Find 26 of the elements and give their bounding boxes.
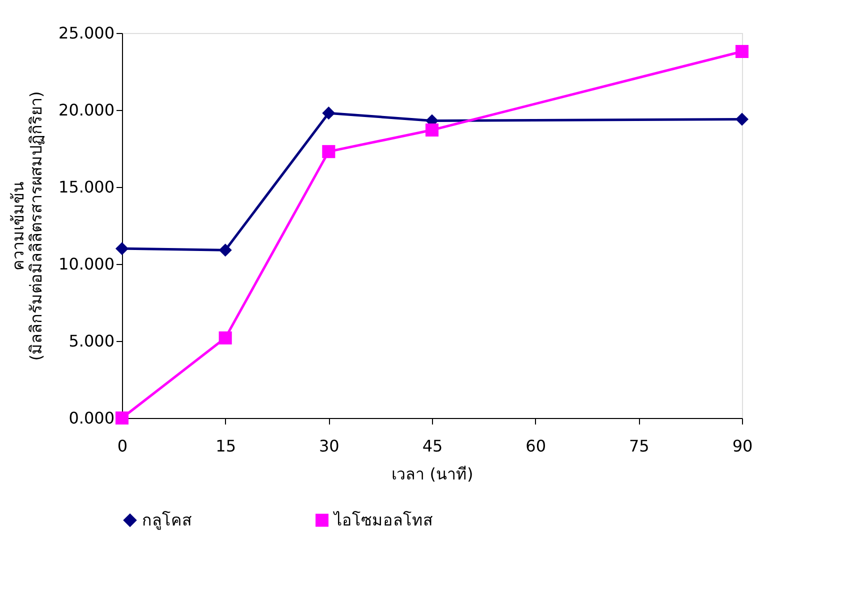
point [322, 145, 336, 158]
x-axis-title: เวลา (นาที) [392, 464, 474, 484]
x-tick-label: 45 [422, 436, 443, 456]
legend-label: กลูโคส [142, 510, 192, 530]
y-tick-label: 0.000 [68, 408, 114, 428]
y-tick-label: 10.000 [58, 254, 114, 274]
x-tick-label: 60 [526, 436, 546, 456]
point [425, 124, 439, 137]
y-tick-label: 20.000 [58, 100, 114, 120]
legend-label: ไอโซมอลโทส [332, 510, 433, 530]
x-tick-label: 30 [318, 436, 340, 456]
y-axis-title: ความเข้มข้น (มิลลิกรัมต่อมิลลิลิตรสารผสมปฏิกิริยา) [8, 91, 46, 361]
point [735, 112, 749, 126]
y-tick-label: 5.000 [68, 332, 114, 350]
x-tick-label: 0 [117, 436, 128, 456]
x-tick-label: 75 [628, 436, 650, 456]
point [735, 44, 749, 58]
x-tick-label: 90 [732, 436, 753, 456]
y-tick-label: 25.000 [58, 24, 114, 42]
point [322, 106, 336, 120]
y-tick-label: 15.000 [58, 178, 114, 196]
point [218, 331, 232, 344]
point [115, 411, 129, 425]
x-tick-label: 15 [216, 436, 236, 456]
point [115, 242, 129, 256]
point [218, 244, 232, 257]
